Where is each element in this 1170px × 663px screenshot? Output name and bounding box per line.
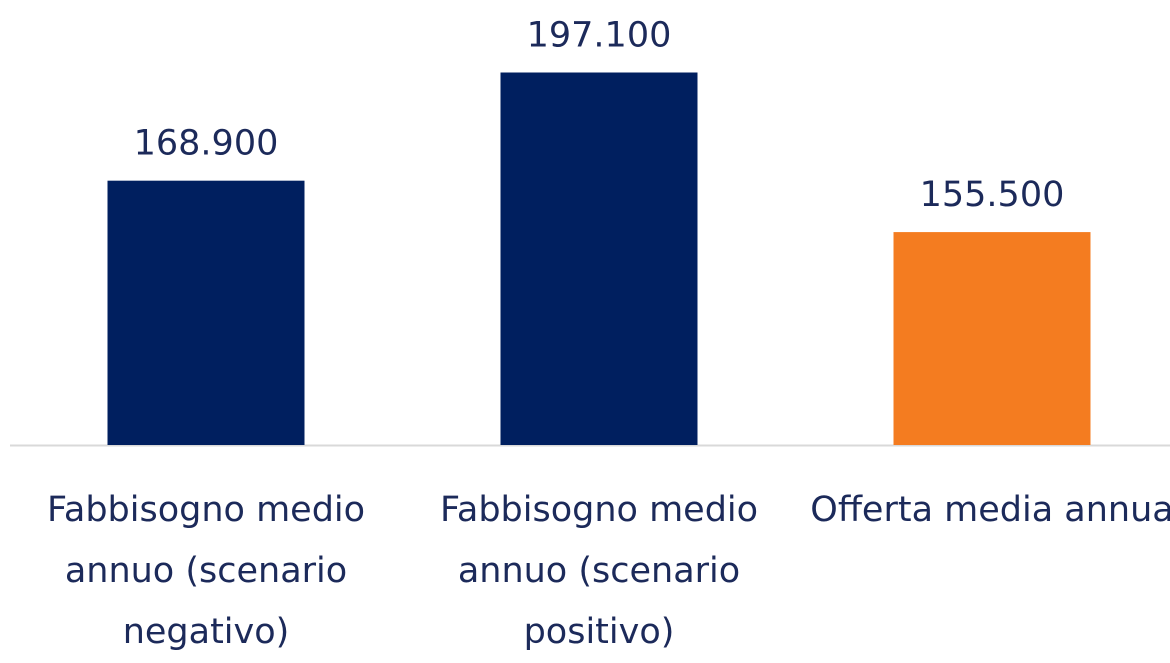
bar [893, 232, 1091, 445]
bar [107, 180, 305, 445]
category-label: Offerta media annua [810, 490, 1170, 530]
value-label: 168.900 [134, 124, 279, 164]
category-label: Fabbisogno medio annuo (scenario positiv… [439, 490, 759, 652]
value-label: 155.500 [920, 175, 1065, 215]
bar [500, 72, 698, 446]
category-label: Fabbisogno medio annuo (scenario negativ… [46, 490, 366, 652]
value-label: 197.100 [527, 16, 672, 56]
